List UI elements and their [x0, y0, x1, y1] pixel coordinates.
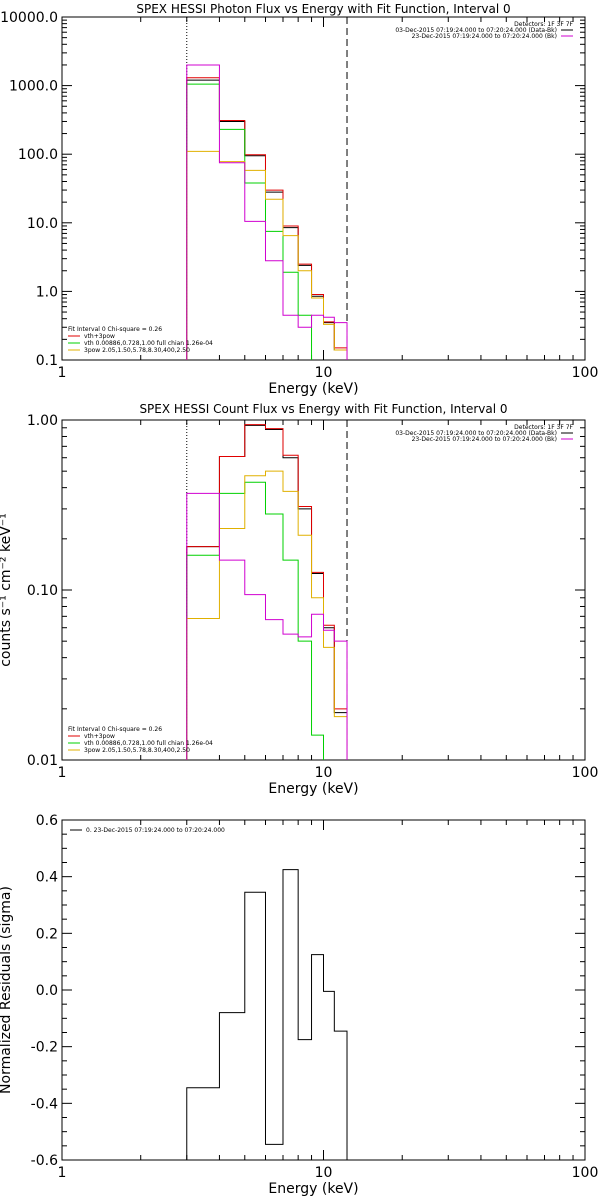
series-4-step-line: [186, 64, 348, 360]
y-tick-label: 1.0: [36, 284, 58, 300]
legend-entry: 0. 23-Dec-2015 07:19:24.000 to 07:20:24.…: [86, 827, 225, 834]
y-axis-label: Normalized Residuals (sigma): [0, 886, 14, 1094]
x-tick-label: 1: [58, 765, 67, 781]
series-0-step-line: [186, 869, 348, 1160]
legend-entry: 3pow 2.05,1.50,5.78,8.30,400,2.50: [84, 747, 190, 754]
legend-entry: vth 0.00886,0.728,1.00 full chian 1.26e-…: [84, 340, 213, 347]
x-tick-label: 1: [58, 365, 67, 381]
series-3-step-line: [186, 470, 348, 760]
y-tick-label: 0.0: [36, 983, 58, 999]
y-tick-label: 0.01: [27, 753, 58, 769]
y-tick-label: 0.6: [36, 813, 58, 829]
x-tick-label: 10: [315, 1165, 333, 1181]
x-tick-label: 100: [572, 1165, 599, 1181]
series-1-step-line: [186, 424, 348, 760]
chart-panel-0: SPEX HESSI Photon Flux vs Energy with Fi…: [0, 2, 598, 397]
legend-entry: vth+3pow: [84, 333, 115, 340]
series-3-step-line: [186, 150, 348, 360]
legend-entry: 03-Dec-2015 07:19:24.000 to 07:20:24.000…: [395, 430, 557, 437]
y-tick-label: -0.6: [31, 1153, 58, 1169]
series-0-step-line: [186, 424, 348, 760]
legend-entry: vth 0.00886,0.728,1.00 full chian 1.26e-…: [84, 740, 213, 747]
chart-panel-2: 1 10 100 -0.6 -0.4 -0.2 0.0 0.2 0.4 0.6 Energy (ke…: [0, 813, 598, 1197]
y-tick-label: 10000.0: [0, 10, 58, 26]
chart-title: SPEX HESSI Count Flux vs Energy with Fit…: [139, 402, 507, 416]
legend-entry: 3pow 2.05,1.50,5.78,8.30,400,2.50: [84, 347, 190, 354]
y-axis-label: counts s⁻¹ cm⁻² keV⁻¹: [0, 513, 14, 667]
y-tick-label: -0.2: [31, 1040, 58, 1056]
series-2-step-line: [186, 83, 348, 360]
y-tick-label: 0.10: [27, 583, 58, 599]
x-tick-label: 100: [572, 365, 599, 381]
series-1-step-line: [186, 77, 348, 360]
x-tick-label: 1: [58, 1165, 67, 1181]
series-0-step-line: [186, 79, 348, 360]
legend-header: Detectors: 1F 3F 7F: [514, 21, 573, 28]
series-4-step-line: [186, 492, 348, 760]
y-tick-label: 1.00: [27, 413, 58, 429]
legend-header: Fit Interval 0 Chi-square = 0.26: [68, 326, 162, 333]
chart-panel-1: SPEX HESSI Count Flux vs Energy with Fit…: [0, 402, 599, 797]
legend-entry: 23-Dec-2015 07:19:24.000 to 07:20:24.000…: [412, 33, 557, 40]
x-tick-label: 10: [315, 765, 333, 781]
x-tick-label: 100: [572, 765, 599, 781]
y-tick-label: 100.0: [18, 147, 58, 163]
y-tick-label: 0.1: [36, 353, 58, 369]
legend-entry: vth+3pow: [84, 733, 115, 740]
y-tick-label: 0.4: [36, 870, 58, 886]
y-tick-label: 1000.0: [9, 79, 58, 95]
series-2-step-line: [186, 481, 348, 760]
x-axis-label: Energy (keV): [268, 781, 358, 797]
x-tick-label: 10: [315, 365, 333, 381]
legend-entry: 03-Dec-2015 07:19:24.000 to 07:20:24.000…: [395, 27, 557, 34]
y-tick-label: 10.0: [27, 216, 58, 232]
x-axis-label: Energy (keV): [268, 381, 358, 397]
legend-header: Detectors: 1F 3F 7F: [514, 424, 573, 431]
x-axis-label: Energy (keV): [268, 1181, 358, 1197]
chart-title: SPEX HESSI Photon Flux vs Energy with Fi…: [136, 2, 510, 16]
legend-header: Fit Interval 0 Chi-square = 0.26: [68, 726, 162, 733]
legend-entry: 23-Dec-2015 07:19:24.000 to 07:20:24.000…: [412, 436, 557, 443]
y-tick-label: 0.2: [36, 926, 58, 942]
y-tick-label: -0.4: [31, 1096, 58, 1112]
